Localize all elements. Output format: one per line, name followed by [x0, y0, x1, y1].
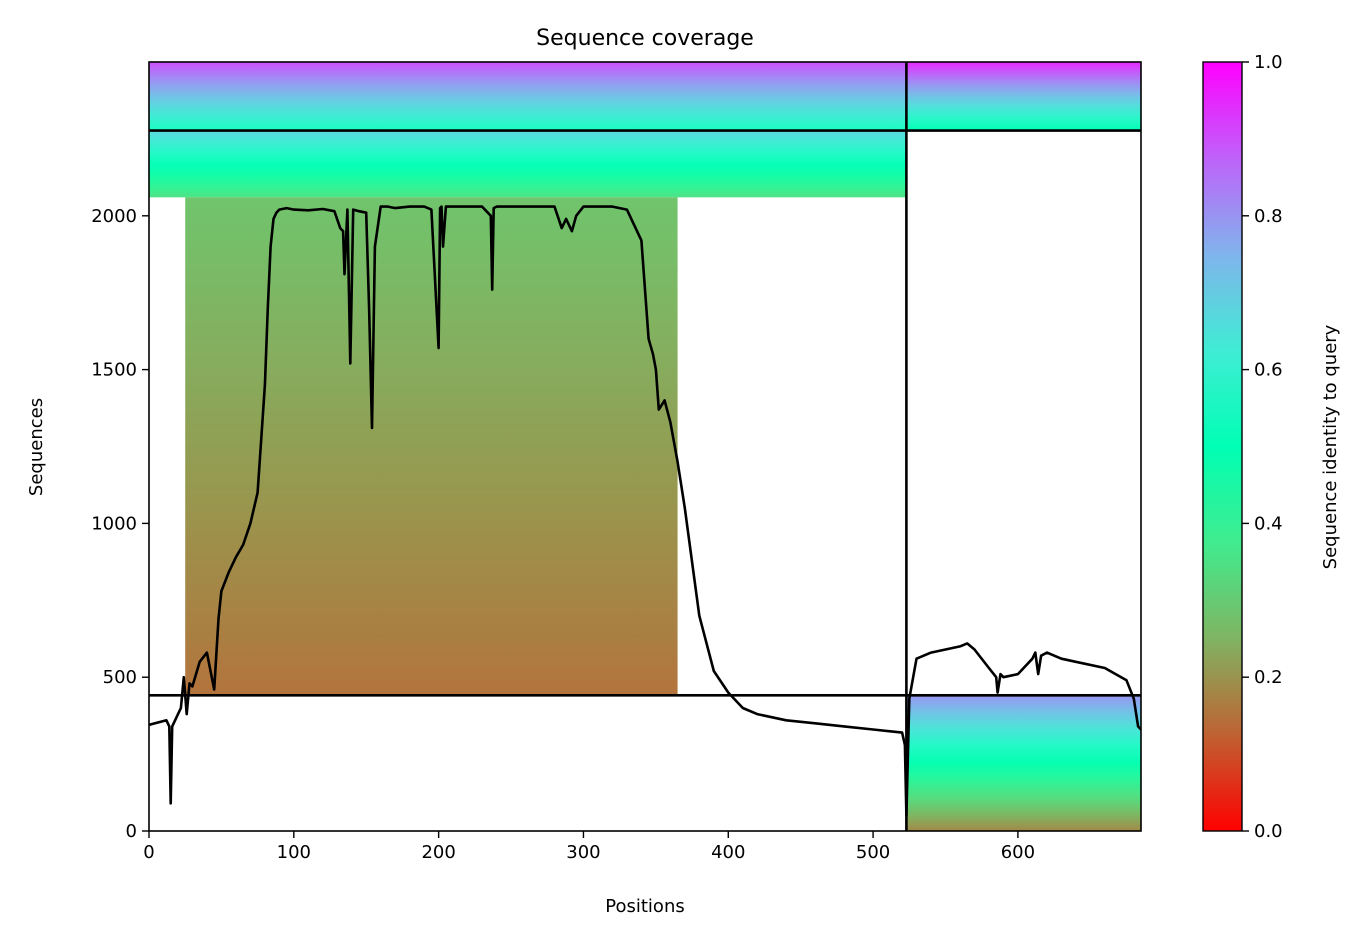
colorbar-tick-label: 0.4: [1254, 513, 1283, 534]
chart-title: Sequence coverage: [536, 26, 754, 51]
colorbar-gradient: [1203, 62, 1242, 831]
x-tick-label: 200: [421, 842, 455, 863]
colorbar-label: Sequence identity to query: [1320, 324, 1341, 569]
x-tick-label: 0: [143, 842, 154, 863]
colorbar-frame: [1202, 61, 1243, 832]
coverage-block: [185, 197, 678, 696]
x-tick-label: 600: [1001, 842, 1035, 863]
y-tick-label: 2000: [91, 206, 137, 227]
x-tick-label: 500: [856, 842, 890, 863]
y-tick-label: 500: [103, 667, 137, 688]
y-tick-label: 0: [126, 821, 137, 842]
y-tick-label: 1500: [91, 360, 137, 381]
plot-area: [149, 62, 1141, 831]
plot-frame: [148, 61, 1142, 832]
coverage-block: [149, 130, 907, 198]
colorbar-tick-label: 0.0: [1254, 821, 1283, 842]
x-tick-label: 100: [277, 842, 311, 863]
colorbar-tick-label: 1.0: [1254, 52, 1283, 73]
coverage-block: [149, 62, 907, 131]
x-tick-label: 400: [711, 842, 745, 863]
colorbar-tick-label: 0.6: [1254, 360, 1283, 381]
x-tick-label: 300: [566, 842, 600, 863]
coverage-line: [149, 205, 1141, 817]
coverage-block: [906, 62, 1141, 131]
y-axis-label: Sequences: [26, 398, 47, 496]
axes: 0 100 200 300 400 500 600 0 500 1000 1500 2000: [91, 61, 1142, 863]
y-tick-label: 1000: [91, 513, 137, 534]
colorbar-tick-label: 0.8: [1254, 206, 1283, 227]
colorbar-tick-label: 0.2: [1254, 667, 1283, 688]
coverage-block: [906, 695, 1141, 831]
x-axis-label: Positions: [605, 896, 684, 917]
colorbar: 0.0 0.2 0.4 0.6 0.8 1.0: [1202, 52, 1283, 842]
